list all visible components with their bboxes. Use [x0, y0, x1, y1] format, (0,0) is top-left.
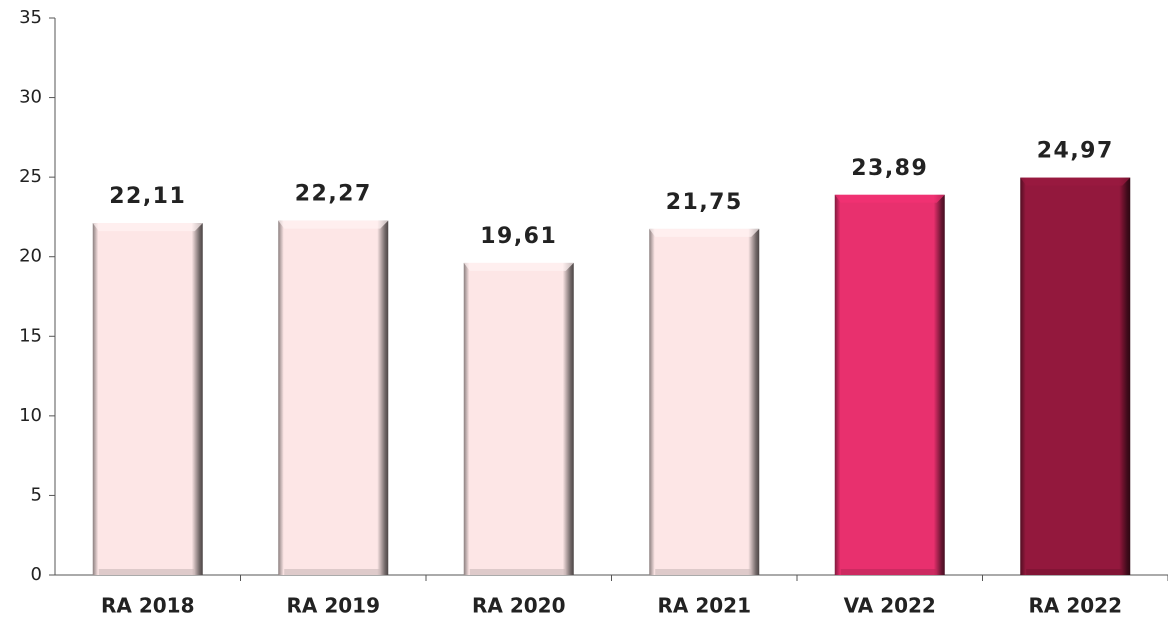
x-tick-label: RA 2019: [286, 594, 380, 618]
bar-base: [840, 569, 937, 575]
x-tick-label: RA 2021: [657, 594, 751, 618]
bar: [278, 220, 389, 575]
x-tick-label: RA 2020: [472, 594, 566, 618]
bar-base: [655, 569, 752, 575]
value-label: 23,89: [851, 156, 928, 181]
bar-bevel: [463, 262, 574, 271]
bar-base: [1026, 569, 1123, 575]
y-tick-label: 30: [19, 87, 42, 108]
value-label: 22,27: [295, 182, 372, 207]
value-label: 22,11: [109, 184, 186, 209]
y-tick-label: 15: [19, 325, 42, 346]
bar-bevel: [649, 228, 760, 237]
value-label: 19,61: [480, 224, 557, 249]
bar: [649, 228, 760, 575]
bar-base: [98, 569, 195, 575]
x-tick-label: VA 2022: [844, 594, 936, 618]
bar: [92, 223, 203, 576]
value-label: 21,75: [666, 190, 743, 215]
y-tick-label: 25: [19, 166, 42, 187]
bar-bevel: [278, 220, 389, 229]
y-tick-label: 35: [19, 7, 42, 28]
bar-bevel: [1020, 177, 1131, 186]
bar: [463, 262, 574, 575]
bar-bevel: [834, 194, 945, 203]
y-tick-label: 5: [31, 484, 42, 505]
y-tick-label: 20: [19, 246, 42, 267]
bar-base: [284, 569, 381, 575]
bar: [1020, 177, 1131, 575]
x-tick-label: RA 2018: [101, 594, 195, 618]
bar: [834, 194, 945, 575]
bar-base: [469, 569, 566, 575]
value-label: 24,97: [1037, 139, 1114, 164]
y-tick-label: 10: [19, 405, 42, 426]
y-tick-label: 0: [31, 564, 42, 585]
bar-bevel: [92, 223, 203, 232]
x-tick-label: RA 2022: [1028, 594, 1122, 618]
